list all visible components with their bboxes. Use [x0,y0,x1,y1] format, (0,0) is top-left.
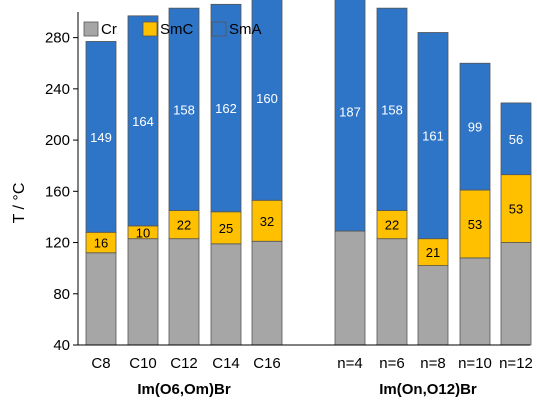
bar-cr-n-8 [417,265,449,346]
legend: Cr SmC SmA [83,21,262,38]
bar-cr-c14 [210,243,242,346]
y-tick-label-80: 80 [53,286,70,303]
bar-sma-n-12 [500,102,532,176]
y-axis: 40 80 120 160 200 240 280 [45,12,79,354]
y-tick-label-160: 160 [45,183,70,200]
x-tick-label-c10: C10 [129,355,157,372]
bar-cr-c12 [168,238,200,346]
data-label-smc-n-8: 21 [426,245,440,260]
bar-smc-c12 [168,210,200,240]
legend-swatch-smc [142,21,158,37]
bar-sma-c12 [168,7,200,211]
data-label-sma-c16: 160 [256,91,278,106]
data-label-sma-c12: 158 [173,102,195,117]
bar-cr-c10 [127,238,159,346]
y-tick-label-280: 280 [45,30,70,47]
data-label-sma-c10: 164 [132,114,154,129]
data-label-smc-c10: 10 [136,225,150,240]
y-tick-label-200: 200 [45,132,70,149]
legend-label-smc: SmC [160,21,194,38]
bar-sma-n-6 [376,7,408,211]
bar-cr-n-12 [500,242,532,346]
x-tick-label-n-8: n=8 [420,355,445,372]
x-tick-label-n-12: n=12 [499,355,533,372]
data-label-sma-n-8: 161 [422,129,444,144]
data-label-smc-n-12: 53 [509,202,523,217]
data-label-smc-n-10: 53 [468,217,482,232]
bar-sma-c14 [210,3,242,213]
data-label-smc-c8: 16 [94,236,108,251]
bar-smc-c16 [251,199,283,242]
x-tick-label-c8: C8 [91,355,110,372]
data-label-sma-n-10: 99 [468,120,482,135]
bar-smc-n-6 [376,210,408,240]
bar-smc-n-10 [459,189,491,259]
bar-smc-n-8 [417,238,449,266]
bar-smc-c14 [210,211,242,245]
x-tick-label-n-10: n=10 [458,355,492,372]
x-tick-label-n-6: n=6 [379,355,404,372]
data-label-smc-c14: 25 [219,221,233,236]
bar-cr-n-4 [334,230,366,346]
data-label-sma-n-6: 158 [381,102,403,117]
bar-cr-n-6 [376,238,408,346]
group-label-2: Im(On,O12)Br [379,381,477,398]
x-tick-label-c14: C14 [212,355,240,372]
bar-sma-n-8 [417,32,449,240]
bar-cr-c8 [85,252,117,346]
plot-area: 16 149 10 164 22 158 25 162 32 160 187 22 158 21 161 53… [85,0,532,346]
bar-cr-n-10 [459,257,491,346]
y-tick-label-40: 40 [53,337,70,354]
x-axis: C8 C10 C12 C14 C16 n=4 n=6 n=8 n=10 n=12 [78,344,533,372]
x-tick-label-c16: C16 [253,355,281,372]
data-label-sma-n-4: 187 [339,104,361,119]
data-label-smc-c16: 32 [260,214,274,229]
data-label-sma-c8: 149 [90,130,112,145]
bar-smc-n-12 [500,174,532,243]
legend-label-cr: Cr [101,21,117,38]
y-tick-label-240: 240 [45,81,70,98]
group-label-1: Im(O6,Om)Br [137,381,231,398]
y-axis-label: T / °C [11,183,28,224]
legend-swatch-sma [211,21,227,37]
data-label-sma-c14: 162 [215,101,237,116]
bar-sma-c8 [85,41,117,233]
bar-sma-n-4 [334,0,366,232]
data-label-smc-c12: 22 [177,218,191,233]
legend-label-sma: SmA [229,21,262,38]
bar-sma-c16 [251,0,283,201]
data-label-sma-n-12: 56 [509,132,523,147]
data-label-smc-n-6: 22 [385,218,399,233]
legend-swatch-cr [83,21,99,37]
x-tick-label-n-4: n=4 [337,355,362,372]
bar-sma-n-10 [459,62,491,191]
x-tick-label-c12: C12 [170,355,198,372]
y-tick-label-120: 120 [45,235,70,252]
bar-cr-c16 [251,240,283,346]
bar-sma-c10 [127,15,159,227]
